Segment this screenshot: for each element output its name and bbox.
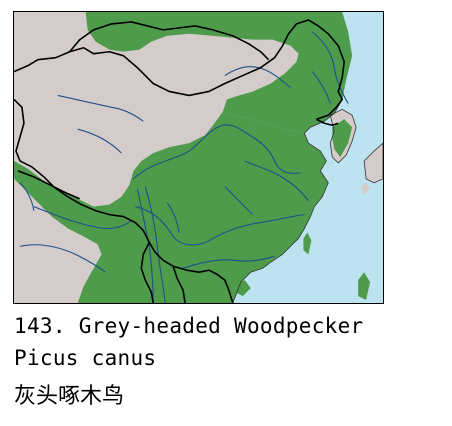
river-mekong xyxy=(144,186,166,303)
border-laos-vietnam xyxy=(172,266,186,303)
river-yangtze xyxy=(135,206,305,246)
japan-land xyxy=(364,143,383,183)
river-north-china xyxy=(244,160,309,202)
river-ganges xyxy=(19,244,106,273)
land-core-tibet xyxy=(14,178,102,303)
taiwan-land xyxy=(303,232,312,255)
borders xyxy=(14,19,346,303)
river-brahmaputra xyxy=(33,206,132,230)
river-yellow xyxy=(132,124,301,180)
map-svg xyxy=(14,12,383,303)
range-northeast xyxy=(85,12,353,134)
philippines-land xyxy=(358,272,371,301)
range-patch-korea xyxy=(332,119,353,158)
border-mongolia-russia xyxy=(69,21,270,61)
species-scientific-name: Picus canus xyxy=(14,346,157,370)
border-china-west xyxy=(14,98,234,303)
border-korea xyxy=(316,118,339,127)
border-china-north xyxy=(14,19,346,121)
coastline xyxy=(232,99,383,303)
border-myanmar xyxy=(140,242,155,303)
coast-mainland xyxy=(232,99,343,303)
range-south xyxy=(14,111,329,303)
river-indus xyxy=(19,182,35,211)
coast-korea xyxy=(329,108,357,164)
river-tarim xyxy=(57,94,144,122)
rivers xyxy=(19,31,349,303)
range-himalaya-strip xyxy=(14,160,126,227)
distribution-map xyxy=(13,11,384,304)
river-sungari xyxy=(311,71,331,104)
river-west-trib xyxy=(77,128,122,154)
species-common-name: 143. Grey-headed Woodpecker xyxy=(14,314,364,338)
river-amur xyxy=(312,31,349,104)
border-inner-china-nepal xyxy=(17,170,80,200)
river-pearl xyxy=(182,255,275,269)
river-min xyxy=(166,202,180,233)
land-core-mongolia xyxy=(14,12,299,207)
river-han xyxy=(224,186,254,215)
species-chinese-name: 灰头啄木鸟 xyxy=(14,384,125,409)
coast-japan xyxy=(363,142,383,184)
japan-islet xyxy=(360,182,371,195)
river-mongolia xyxy=(224,66,291,88)
river-salween xyxy=(136,188,154,303)
